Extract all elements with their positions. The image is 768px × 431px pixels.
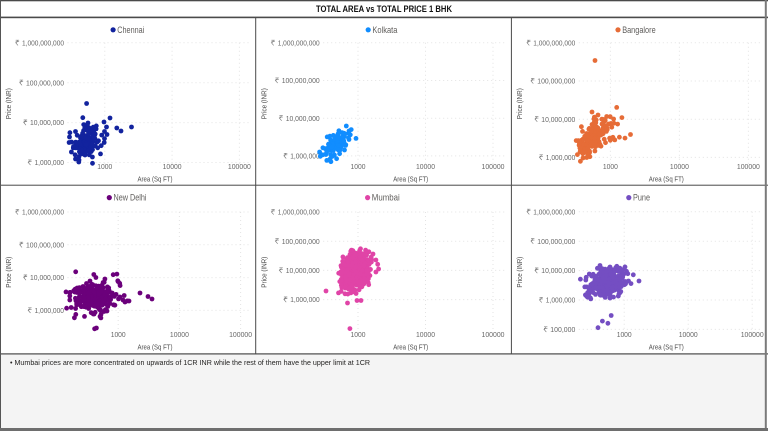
svg-text:1000: 1000 bbox=[97, 162, 112, 171]
svg-text:10,000,000: 10,000,000 bbox=[541, 266, 575, 275]
svg-text:Kolkata: Kolkata bbox=[372, 25, 397, 35]
svg-text:1,000,000,000: 1,000,000,000 bbox=[22, 208, 64, 217]
svg-text:Area (Sq FT): Area (Sq FT) bbox=[138, 174, 173, 183]
svg-text:100000: 100000 bbox=[482, 330, 505, 339]
svg-text:Chennai: Chennai bbox=[117, 25, 144, 35]
svg-text:100,000: 100,000 bbox=[550, 325, 575, 334]
svg-text:1,000,000: 1,000,000 bbox=[290, 152, 320, 161]
svg-text:1,000,000: 1,000,000 bbox=[546, 296, 576, 305]
svg-text:TOTAL AREA vs TOTAL PRICE 1 BH: TOTAL AREA vs TOTAL PRICE 1 BHK bbox=[316, 4, 452, 15]
svg-text:Area (Sq FT): Area (Sq FT) bbox=[649, 174, 684, 183]
svg-text:• Mumbai prices are more conce: • Mumbai prices are more concentrated on… bbox=[10, 358, 370, 367]
svg-text:1000: 1000 bbox=[617, 330, 632, 339]
svg-text:1,000,000,000: 1,000,000,000 bbox=[533, 38, 575, 47]
svg-text:100,000,000: 100,000,000 bbox=[537, 237, 575, 246]
svg-text:1000: 1000 bbox=[351, 330, 366, 339]
svg-text:Mumbai: Mumbai bbox=[372, 193, 400, 203]
svg-text:10,000,000: 10,000,000 bbox=[286, 266, 320, 275]
svg-text:1,000,000,000: 1,000,000,000 bbox=[278, 38, 320, 47]
svg-text:10,000,000: 10,000,000 bbox=[286, 114, 320, 123]
svg-text:10,000,000: 10,000,000 bbox=[30, 118, 64, 127]
svg-text:Price (INR): Price (INR) bbox=[4, 88, 13, 119]
svg-text:1,000,000,000: 1,000,000,000 bbox=[22, 38, 64, 47]
svg-text:Price (INR): Price (INR) bbox=[260, 256, 269, 287]
svg-text:1000: 1000 bbox=[111, 330, 126, 339]
svg-text:1,000,000: 1,000,000 bbox=[546, 153, 576, 162]
svg-text:Pune: Pune bbox=[633, 193, 650, 203]
svg-text:Area (Sq FT): Area (Sq FT) bbox=[393, 174, 428, 183]
svg-text:100,000,000: 100,000,000 bbox=[537, 77, 575, 86]
svg-text:1,000,000: 1,000,000 bbox=[35, 306, 65, 315]
svg-text:Bangalore: Bangalore bbox=[622, 25, 656, 35]
svg-text:1000: 1000 bbox=[351, 162, 366, 171]
svg-text:100,000,000: 100,000,000 bbox=[282, 237, 320, 246]
svg-text:1000: 1000 bbox=[603, 162, 618, 171]
svg-text:10000: 10000 bbox=[416, 162, 435, 171]
svg-text:Price (INR): Price (INR) bbox=[515, 256, 524, 287]
svg-text:1,000,000: 1,000,000 bbox=[35, 158, 65, 167]
svg-text:100,000,000: 100,000,000 bbox=[26, 78, 64, 87]
svg-text:1,000,000,000: 1,000,000,000 bbox=[533, 207, 575, 216]
svg-text:10000: 10000 bbox=[679, 330, 698, 339]
svg-text:100000: 100000 bbox=[482, 162, 505, 171]
svg-text:Area (Sq FT): Area (Sq FT) bbox=[393, 342, 428, 351]
svg-text:100,000,000: 100,000,000 bbox=[26, 240, 64, 249]
svg-text:1,000,000: 1,000,000 bbox=[290, 295, 320, 304]
svg-text:100,000,000: 100,000,000 bbox=[282, 76, 320, 85]
svg-text:New Delhi: New Delhi bbox=[114, 193, 147, 203]
svg-text:100000: 100000 bbox=[741, 330, 764, 339]
svg-text:10000: 10000 bbox=[670, 162, 689, 171]
svg-text:Area (Sq FT): Area (Sq FT) bbox=[649, 342, 684, 351]
svg-text:100000: 100000 bbox=[737, 162, 760, 171]
svg-text:10,000,000: 10,000,000 bbox=[541, 115, 575, 124]
svg-text:10000: 10000 bbox=[416, 330, 435, 339]
svg-text:Price (INR): Price (INR) bbox=[260, 88, 269, 119]
svg-text:Price (INR): Price (INR) bbox=[4, 256, 13, 287]
svg-text:10,000,000: 10,000,000 bbox=[30, 273, 64, 282]
svg-text:100000: 100000 bbox=[229, 330, 252, 339]
svg-text:10000: 10000 bbox=[170, 330, 189, 339]
svg-text:100000: 100000 bbox=[228, 162, 251, 171]
svg-text:1,000,000,000: 1,000,000,000 bbox=[278, 208, 320, 217]
svg-text:10000: 10000 bbox=[163, 162, 182, 171]
svg-text:Price (INR): Price (INR) bbox=[515, 88, 524, 119]
svg-text:Area (Sq FT): Area (Sq FT) bbox=[138, 342, 173, 351]
